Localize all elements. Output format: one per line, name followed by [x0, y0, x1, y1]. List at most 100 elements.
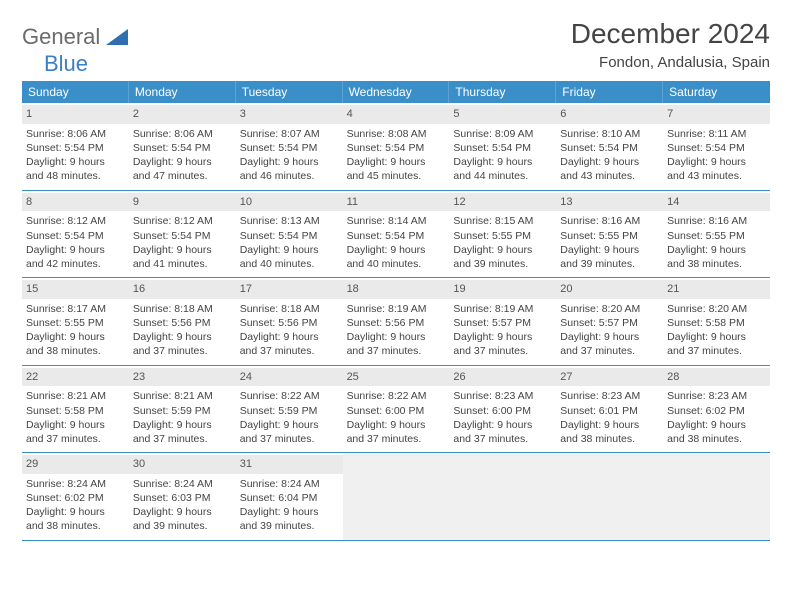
day-detail-line: Sunrise: 8:10 AM: [560, 127, 659, 141]
day-detail-line: Daylight: 9 hours: [453, 243, 552, 257]
location: Fondon, Andalusia, Spain: [571, 54, 770, 71]
day-number: 24: [236, 368, 343, 387]
day-header-tuesday: Tuesday: [236, 81, 343, 103]
logo: General: [22, 18, 132, 50]
day-detail-line: Sunset: 5:55 PM: [26, 316, 125, 330]
day-detail-line: Sunset: 5:54 PM: [133, 229, 232, 243]
day-cell: 7Sunrise: 8:11 AMSunset: 5:54 PMDaylight…: [663, 103, 770, 190]
day-detail-line: Daylight: 9 hours: [26, 418, 125, 432]
day-detail-line: Sunset: 5:54 PM: [453, 141, 552, 155]
day-detail-line: Daylight: 9 hours: [560, 243, 659, 257]
day-detail-line: Daylight: 9 hours: [26, 330, 125, 344]
day-detail-line: and 43 minutes.: [667, 169, 766, 183]
day-detail-line: and 41 minutes.: [133, 257, 232, 271]
day-detail-line: Sunrise: 8:22 AM: [240, 389, 339, 403]
day-detail-line: Daylight: 9 hours: [240, 418, 339, 432]
day-number: 1: [22, 105, 129, 124]
day-detail-line: and 37 minutes.: [453, 432, 552, 446]
day-detail-line: Sunset: 5:54 PM: [667, 141, 766, 155]
day-detail-line: Sunset: 5:57 PM: [560, 316, 659, 330]
day-detail-line: Sunset: 5:58 PM: [667, 316, 766, 330]
week-row: 8Sunrise: 8:12 AMSunset: 5:54 PMDaylight…: [22, 191, 770, 279]
day-detail-line: Daylight: 9 hours: [347, 155, 446, 169]
day-detail-line: Daylight: 9 hours: [26, 505, 125, 519]
day-detail-line: Sunrise: 8:23 AM: [453, 389, 552, 403]
day-detail-line: Sunrise: 8:06 AM: [26, 127, 125, 141]
day-detail-line: Daylight: 9 hours: [667, 155, 766, 169]
day-detail-line: Sunset: 6:03 PM: [133, 491, 232, 505]
day-detail-line: Sunrise: 8:09 AM: [453, 127, 552, 141]
day-detail-line: Daylight: 9 hours: [26, 155, 125, 169]
day-detail-line: Daylight: 9 hours: [133, 243, 232, 257]
day-header-monday: Monday: [129, 81, 236, 103]
day-detail-line: Daylight: 9 hours: [453, 418, 552, 432]
day-number: 8: [22, 193, 129, 212]
day-number: 28: [663, 368, 770, 387]
day-detail-line: and 37 minutes.: [240, 344, 339, 358]
day-number: 12: [449, 193, 556, 212]
day-detail-line: Sunset: 5:55 PM: [667, 229, 766, 243]
day-detail-line: Daylight: 9 hours: [560, 155, 659, 169]
day-number: 23: [129, 368, 236, 387]
day-detail-line: Sunset: 6:00 PM: [453, 404, 552, 418]
day-number: 25: [343, 368, 450, 387]
day-detail-line: Sunset: 6:02 PM: [667, 404, 766, 418]
day-number: 30: [129, 455, 236, 474]
day-detail-line: Daylight: 9 hours: [453, 330, 552, 344]
day-detail-line: Sunset: 6:00 PM: [347, 404, 446, 418]
calendar: SundayMondayTuesdayWednesdayThursdayFrid…: [22, 81, 770, 541]
day-number: 14: [663, 193, 770, 212]
day-cell: 31Sunrise: 8:24 AMSunset: 6:04 PMDayligh…: [236, 453, 343, 540]
day-cell-empty: [663, 453, 770, 540]
day-detail-line: Sunset: 5:58 PM: [26, 404, 125, 418]
day-number: 5: [449, 105, 556, 124]
week-row: 22Sunrise: 8:21 AMSunset: 5:58 PMDayligh…: [22, 366, 770, 454]
day-detail-line: and 37 minutes.: [133, 344, 232, 358]
day-detail-line: Sunset: 5:55 PM: [560, 229, 659, 243]
day-detail-line: Sunset: 5:59 PM: [240, 404, 339, 418]
day-detail-line: Sunrise: 8:20 AM: [560, 302, 659, 316]
day-number: 21: [663, 280, 770, 299]
day-detail-line: Sunset: 6:04 PM: [240, 491, 339, 505]
day-detail-line: and 37 minutes.: [240, 432, 339, 446]
day-detail-line: and 38 minutes.: [667, 432, 766, 446]
day-detail-line: and 37 minutes.: [26, 432, 125, 446]
day-detail-line: Daylight: 9 hours: [240, 155, 339, 169]
day-detail-line: Sunset: 5:54 PM: [560, 141, 659, 155]
day-number: 16: [129, 280, 236, 299]
day-cell: 24 Sunrise: 8:22 AMSunset: 5:59 PMDayligh…: [236, 366, 343, 453]
day-number: 2: [129, 105, 236, 124]
day-number: 6: [556, 105, 663, 124]
day-detail-line: Sunrise: 8:17 AM: [26, 302, 125, 316]
day-cell: 20Sunrise: 8:20 AMSunset: 5:57 PMDayligh…: [556, 278, 663, 365]
day-detail-line: and 37 minutes.: [347, 344, 446, 358]
day-number: 22: [22, 368, 129, 387]
day-detail-line: Daylight: 9 hours: [560, 418, 659, 432]
day-detail-line: Daylight: 9 hours: [133, 330, 232, 344]
day-detail-line: Daylight: 9 hours: [453, 155, 552, 169]
day-detail-line: Daylight: 9 hours: [560, 330, 659, 344]
day-detail-line: Sunset: 5:54 PM: [26, 141, 125, 155]
day-cell: 28Sunrise: 8:23 AMSunset: 6:02 PMDayligh…: [663, 366, 770, 453]
day-detail-line: Sunrise: 8:08 AM: [347, 127, 446, 141]
day-detail-line: and 37 minutes.: [667, 344, 766, 358]
day-detail-line: Daylight: 9 hours: [667, 243, 766, 257]
day-detail-line: and 39 minutes.: [240, 519, 339, 533]
day-number: 17: [236, 280, 343, 299]
day-detail-line: Daylight: 9 hours: [347, 243, 446, 257]
day-cell: 2Sunrise: 8:06 AMSunset: 5:54 PMDaylight…: [129, 103, 236, 190]
day-detail-line: and 40 minutes.: [347, 257, 446, 271]
day-cell: 10Sunrise: 8:13 AMSunset: 5:54 PMDayligh…: [236, 191, 343, 278]
day-header-saturday: Saturday: [663, 81, 770, 103]
day-detail-line: and 37 minutes.: [560, 344, 659, 358]
day-detail-line: and 48 minutes.: [26, 169, 125, 183]
day-detail-line: and 40 minutes.: [240, 257, 339, 271]
day-detail-line: Sunrise: 8:24 AM: [240, 477, 339, 491]
day-detail-line: Daylight: 9 hours: [133, 505, 232, 519]
day-detail-line: Sunrise: 8:18 AM: [133, 302, 232, 316]
day-detail-line: and 43 minutes.: [560, 169, 659, 183]
day-cell: 19Sunrise: 8:19 AMSunset: 5:57 PMDayligh…: [449, 278, 556, 365]
day-detail-line: Sunset: 5:54 PM: [347, 229, 446, 243]
week-row: 1Sunrise: 8:06 AMSunset: 5:54 PMDaylight…: [22, 103, 770, 191]
day-cell-empty: [556, 453, 663, 540]
